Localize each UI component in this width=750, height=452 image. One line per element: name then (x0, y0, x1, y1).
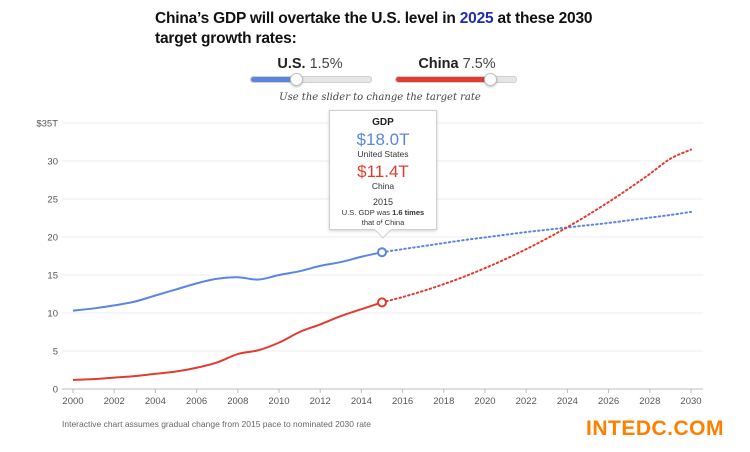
x-tick-label: 2026 (598, 396, 619, 407)
x-tick-label: 2002 (104, 396, 125, 407)
us-historical-line (72, 251, 383, 312)
y-tick-label: 10 (47, 309, 58, 320)
china-projection-line (381, 148, 692, 304)
x-tick-label: 2012 (310, 396, 331, 407)
china-2015-marker (377, 297, 387, 308)
x-tick-label: 2000 (62, 396, 83, 407)
chart-footnote: Interactive chart assumes gradual change… (62, 419, 372, 429)
y-tick-label: 5 (53, 347, 58, 358)
x-tick-label: 2014 (351, 396, 372, 407)
china-slider-fill (396, 77, 491, 82)
china-slider-handle[interactable] (483, 73, 497, 86)
y-tick-label: $35T (36, 119, 58, 130)
y-tick-label: 30 (47, 157, 58, 168)
china-slider-label: China 7.5% (418, 56, 496, 72)
slider-hint: Use the slider to change the target rate (279, 92, 481, 103)
us-slider-fill (251, 77, 297, 82)
x-tick-label: 2008 (227, 396, 248, 407)
tooltip-us-value: $18.0T (356, 130, 410, 149)
tooltip-us-label: United States (357, 149, 409, 159)
tooltip-heading: GDP (372, 117, 394, 128)
x-tick-label: 2010 (268, 396, 289, 407)
x-tick-label: 2022 (516, 396, 537, 407)
us-slider-label: U.S. 1.5% (277, 56, 343, 72)
brand-watermark: INTEDC.COM (586, 417, 724, 440)
x-tick-label: 2030 (680, 396, 701, 407)
x-tick-label: 2018 (433, 396, 454, 407)
us-rate-slider[interactable] (250, 76, 372, 83)
china-historical-line (72, 301, 383, 381)
x-tick-label: 2020 (474, 396, 495, 407)
title-highlight-year: 2025 (459, 10, 494, 27)
x-tick-label: 2006 (186, 396, 207, 407)
tooltip-china-value: $11.4T (357, 162, 409, 181)
tooltip-year: 2015 (372, 197, 394, 207)
x-tick-label: 2016 (392, 396, 413, 407)
x-tick-label: 2024 (557, 396, 578, 407)
x-tick-label: 2004 (145, 396, 166, 407)
china-rate-slider[interactable] (395, 76, 517, 83)
tooltip-note: U.S. GDP was 1.6 times that of China (341, 208, 425, 227)
chart-title: China’s GDP will overtake the U.S. level… (155, 10, 593, 47)
y-tick-label: 25 (47, 195, 58, 206)
tooltip-china-label: China (371, 181, 395, 191)
us-slider-handle[interactable] (289, 73, 303, 86)
y-tick-label: 20 (47, 233, 58, 244)
y-tick-label: 15 (47, 271, 58, 282)
gdp-tooltip: GDP $18.0T United States $11.4T China 20… (329, 110, 437, 230)
us-2015-marker (377, 247, 387, 258)
x-tick-label: 2028 (639, 396, 660, 407)
y-tick-label: 0 (53, 385, 58, 396)
